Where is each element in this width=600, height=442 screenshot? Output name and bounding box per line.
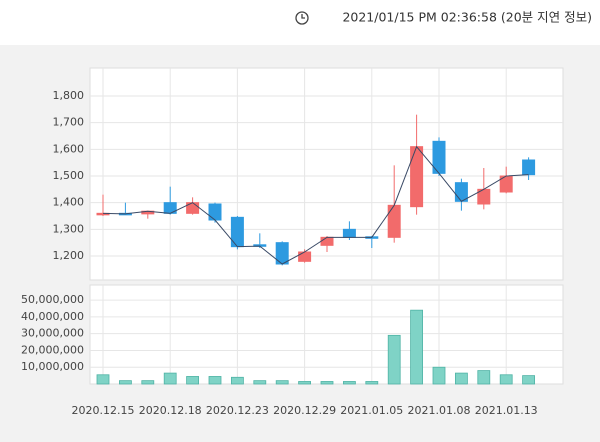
volume-bar [454,372,468,385]
candle-body [522,159,536,176]
candle-body [387,204,401,238]
x-tick-label: 2021.01.13 [475,404,538,417]
volume-bar [298,381,312,385]
y-tick-label: 1,400 [53,196,85,209]
volume-bar [342,381,356,385]
candle-body [208,203,222,221]
volume-bar [253,380,267,385]
candle-body [410,146,424,208]
candle-body [298,251,312,262]
x-tick-label: 2021.01.05 [340,404,403,417]
candle-body [342,228,356,238]
volume-tick-label: 10,000,000 [21,360,84,373]
volume-bar [230,376,244,385]
volume-bar [477,370,491,385]
y-tick-label: 1,300 [53,222,85,235]
volume-bar [499,374,513,385]
volume-tick-label: 20,000,000 [21,343,84,356]
volume-bar [163,372,177,385]
volume-bar [432,366,446,385]
volume-bar [208,376,222,385]
y-tick-label: 1,500 [53,169,85,182]
volume-tick-label: 50,000,000 [21,293,84,306]
volume-bar [141,380,155,385]
y-tick-label: 1,800 [53,89,85,102]
y-tick-label: 1,200 [53,249,85,262]
x-tick-label: 2020.12.18 [139,404,202,417]
y-tick-label: 1,600 [53,142,85,155]
volume-bar [275,380,289,385]
volume-tick-label: 40,000,000 [21,310,84,323]
x-tick-label: 2020.12.15 [72,404,135,417]
clock-icon [295,11,309,25]
volume-bar [522,375,535,385]
candle-body [320,236,334,246]
volume-bar [96,374,110,385]
volume-bar [119,380,132,385]
timestamp: 2021/01/15 PM 02:36:58 (20분 지연 정보) [342,10,592,25]
clock-hand [301,14,305,19]
volume-bar [186,376,200,385]
volume-bar [410,309,424,385]
x-tick-label: 2021.01.08 [408,404,471,417]
close-line [102,145,529,265]
volume-bar [365,381,379,385]
x-tick-label: 2020.12.29 [273,404,336,417]
volume-bar [320,381,334,385]
volume-tick-label: 30,000,000 [21,327,84,340]
y-tick-label: 1,700 [53,116,85,129]
x-tick-label: 2020.12.23 [206,404,269,417]
volume-bar [387,334,401,385]
